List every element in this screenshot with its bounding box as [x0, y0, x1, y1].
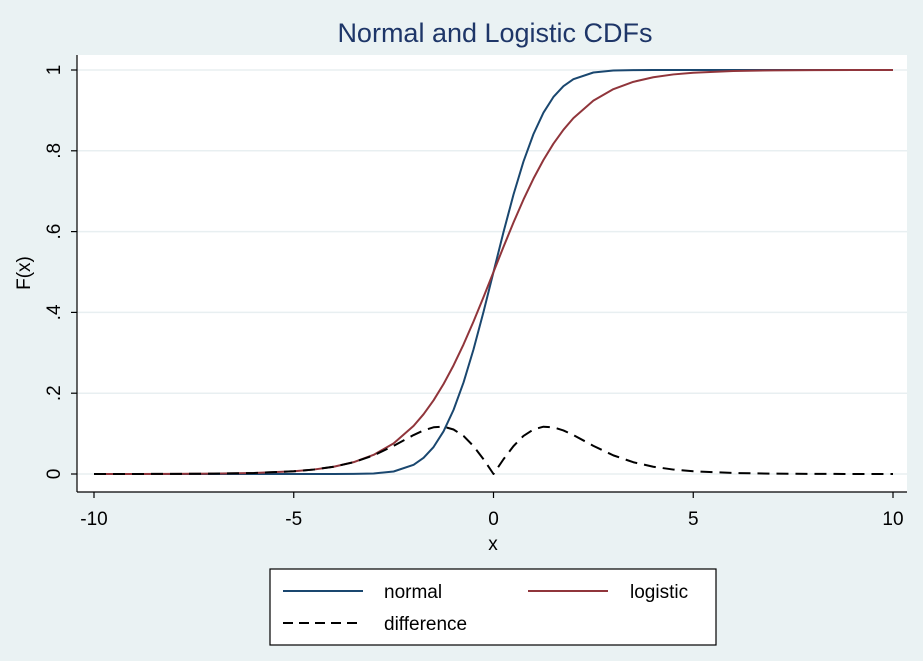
y-tick-label-1: .2 [44, 385, 65, 401]
legend-label-logistic: logistic [630, 582, 688, 603]
x-tick-label-0: -10 [80, 509, 107, 530]
chart-title: Normal and Logistic CDFs [337, 18, 652, 48]
x-tick-label-2: 0 [488, 509, 499, 530]
legend-box [269, 568, 717, 646]
series-line-logistic [93, 69, 894, 475]
legend: normal logistic difference [269, 568, 717, 646]
y-tick-label-4: .8 [44, 143, 65, 159]
y-tick-label-3: .6 [44, 224, 65, 240]
y-tick-label-5: 1 [44, 65, 65, 76]
y-tick-label-2: .4 [44, 304, 65, 320]
x-tick-label-4: 10 [882, 509, 903, 530]
y-tick-label-0: 0 [44, 469, 65, 480]
series-layer [93, 69, 894, 475]
x-axis-title: x [488, 534, 498, 555]
legend-label-normal: normal [384, 582, 442, 603]
x-tick-label-1: -5 [285, 509, 302, 530]
legend-label-difference: difference [384, 614, 467, 635]
y-axis-title: F(x) [14, 256, 35, 290]
axes: 0 .2 .4 .6 .8 1 -10 -5 0 5 10 [44, 55, 907, 530]
series-line-difference [93, 425, 894, 475]
x-tick-label-3: 5 [688, 509, 699, 530]
